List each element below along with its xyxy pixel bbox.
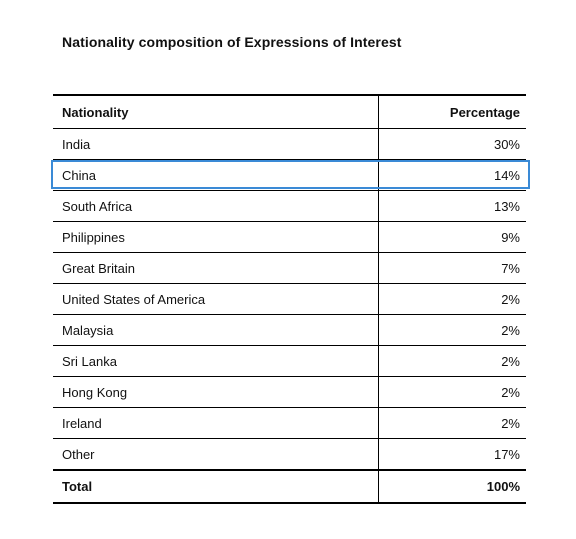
header-percentage: Percentage	[449, 104, 520, 120]
percentage-cell: 2%	[501, 415, 520, 431]
table-total-row: Total 100%	[53, 470, 526, 502]
percentage-cell: 14%	[493, 167, 520, 183]
nationality-cell: Sri Lanka	[62, 353, 117, 369]
table-row-malaysia: Malaysia 2%	[53, 315, 526, 346]
total-label: Total	[62, 479, 93, 494]
percentage-cell: 2%	[501, 353, 520, 369]
table-row-usa: United States of America 2%	[53, 284, 526, 315]
table-row-other: Other 17%	[53, 439, 526, 470]
table-row-sri-lanka: Sri Lanka 2%	[53, 346, 526, 377]
table-row-philippines: Philippines 9%	[53, 222, 526, 253]
nationality-cell: Great Britain	[62, 260, 135, 276]
nationality-table: Nationality Percentage India 30% China 1…	[53, 94, 526, 504]
column-divider	[378, 96, 379, 502]
table-row-south-africa: South Africa 13%	[53, 191, 526, 222]
nationality-cell: Hong Kong	[62, 384, 128, 400]
percentage-cell: 9%	[501, 229, 520, 245]
percentage-cell: 2%	[501, 322, 520, 338]
table-row-great-britain: Great Britain 7%	[53, 253, 526, 284]
nationality-cell: Philippines	[62, 229, 125, 245]
percentage-cell: 13%	[493, 198, 520, 214]
nationality-cell: United States of America	[62, 291, 206, 307]
total-percentage: 100%	[486, 479, 520, 494]
header-nationality: Nationality	[62, 104, 129, 120]
nationality-cell: Malaysia	[62, 322, 114, 338]
table-row-india: India 30%	[53, 129, 526, 160]
nationality-cell: Ireland	[62, 415, 102, 431]
nationality-cell: South Africa	[62, 198, 133, 214]
percentage-cell: 17%	[493, 446, 520, 462]
nationality-cell: Other	[62, 446, 95, 462]
percentage-cell: 2%	[501, 384, 520, 400]
table-title: Nationality composition of Expressions o…	[62, 34, 402, 50]
nationality-cell: China	[62, 167, 96, 183]
nationality-cell: India	[62, 136, 91, 152]
percentage-cell: 30%	[493, 136, 520, 152]
table-row-china: China 14%	[53, 160, 526, 191]
table-header-row: Nationality Percentage	[53, 96, 526, 129]
percentage-cell: 7%	[501, 260, 520, 276]
table-row-hong-kong: Hong Kong 2%	[53, 377, 526, 408]
table-row-ireland: Ireland 2%	[53, 408, 526, 439]
percentage-cell: 2%	[501, 291, 520, 307]
